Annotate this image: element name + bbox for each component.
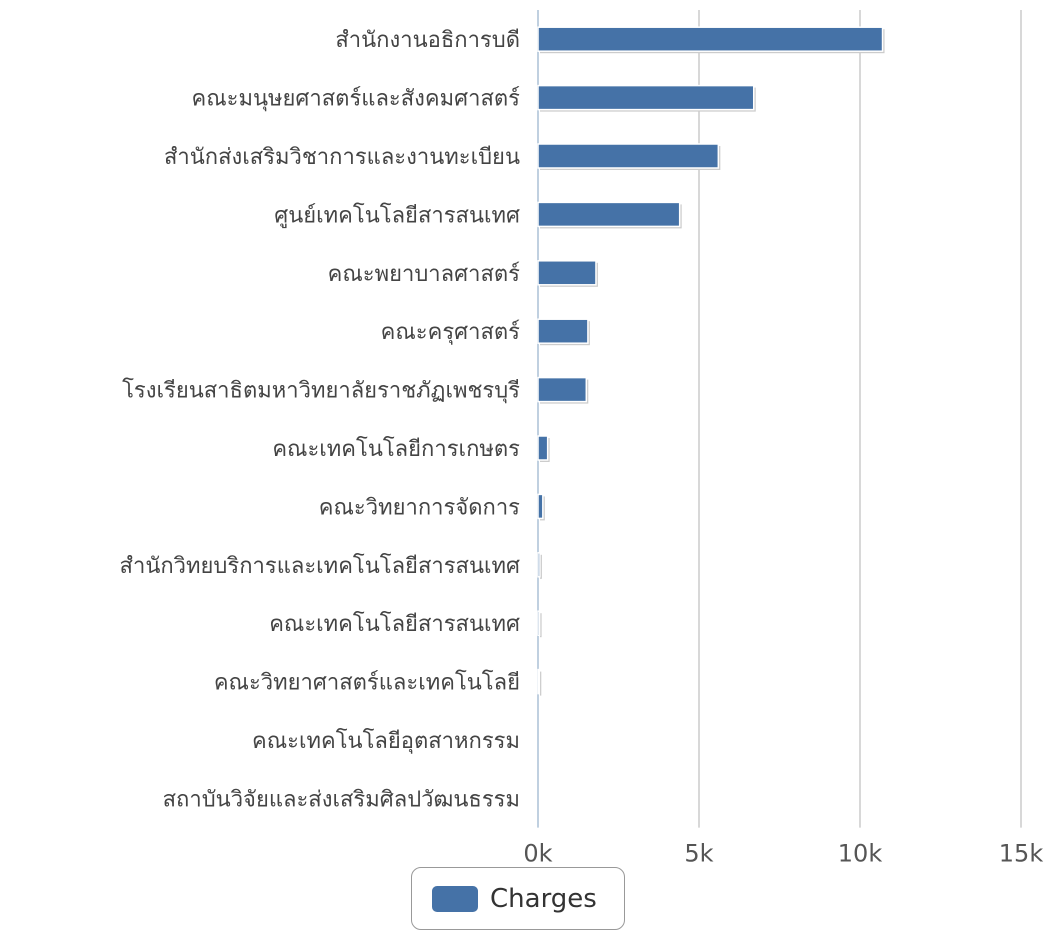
bar[interactable] [537, 552, 541, 578]
category-label: โรงเรียนสาธิตมหาวิทยาลัยราชภัฏเพชรบุรี [122, 378, 520, 404]
bar-shadow [540, 554, 542, 579]
bar-shadow [540, 613, 542, 638]
bar[interactable] [537, 376, 588, 403]
bar[interactable] [537, 668, 541, 695]
category-label: คณะพยาบาลศาสตร์ [328, 262, 521, 287]
bars [537, 26, 885, 696]
bar[interactable] [537, 84, 755, 111]
category-label: สำนักวิทยบริการและเทคโนโลยีสารสนเทศ [120, 553, 521, 579]
category-label: คณะวิทยาการจัดการ [319, 495, 520, 520]
bar[interactable] [537, 143, 720, 169]
category-label: คณะมนุษยศาสตร์และสังคมศาสตร์ [192, 87, 521, 112]
category-label: คณะเทคโนโลยีสารสนเทศ [269, 611, 520, 637]
x-axis-ticks: 0k 5k 10k 15k [523, 840, 1043, 868]
x-tick-label: 0k [523, 840, 552, 868]
category-label: สำนักส่งเสริมวิชาการและงานทะเบียน [164, 145, 520, 170]
x-tick-label: 5k [684, 840, 713, 868]
bar[interactable] [537, 201, 681, 228]
bar[interactable] [537, 610, 541, 636]
category-label: สำนักงานอธิการบดี [335, 28, 520, 53]
bar[interactable] [537, 493, 544, 520]
category-label: คณะวิทยาศาสตร์และเทคโนโลยี [214, 670, 520, 696]
x-tick-label: 10k [838, 840, 883, 868]
legend-label: Charges [490, 883, 597, 914]
bar[interactable] [537, 26, 884, 52]
category-label: คณะเทคโนโลยีอุตสาหกรรม [252, 728, 520, 754]
category-label: ศูนย์เทคโนโลยีสารสนเทศ [274, 202, 520, 228]
bar[interactable] [537, 318, 589, 344]
category-label: คณะเทคโนโลยีการเกษตร [272, 436, 520, 462]
legend[interactable]: Charges [411, 867, 625, 930]
grid-lines [537, 10, 1022, 828]
bar[interactable] [537, 260, 597, 286]
category-label: สถาบันวิจัยและส่งเสริมศิลปวัฒนธรรม [163, 787, 520, 812]
legend-swatch [432, 885, 478, 912]
bar[interactable] [537, 435, 549, 461]
category-labels: สำนักงานอธิการบดีคณะมนุษยศาสตร์และสังคมศ… [120, 28, 521, 812]
x-tick-label: 15k [999, 840, 1044, 868]
category-label: คณะครุศาสตร์ [381, 320, 521, 345]
bar-shadow [540, 671, 542, 696]
